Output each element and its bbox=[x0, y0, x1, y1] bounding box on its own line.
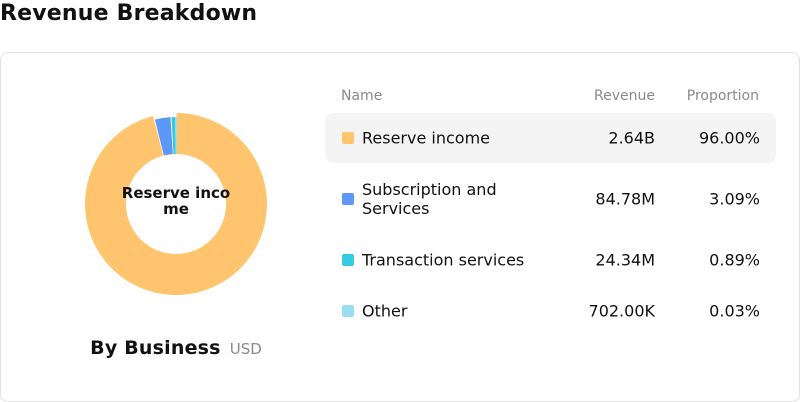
table-row[interactable]: Other 702.00K 0.03% bbox=[325, 286, 776, 336]
breakdown-dimension-label: By Business bbox=[90, 337, 221, 359]
page-title: Revenue Breakdown bbox=[0, 1, 258, 26]
table-row[interactable]: Reserve income 2.64B 96.00% bbox=[325, 113, 776, 163]
donut-slice[interactable] bbox=[175, 117, 177, 155]
donut-slice[interactable] bbox=[154, 117, 173, 156]
chart-footer: By Business USD bbox=[1, 337, 351, 359]
row-revenue: 24.34M bbox=[595, 250, 655, 270]
revenue-card: Reserve income By Business USD Name Reve… bbox=[0, 52, 800, 402]
row-revenue: 84.78M bbox=[595, 189, 655, 209]
row-proportion: 0.03% bbox=[709, 301, 760, 321]
donut-chart: Reserve income bbox=[85, 113, 267, 295]
table-header: Name Revenue Proportion bbox=[341, 88, 761, 108]
table-row[interactable]: Subscription and Services 84.78M 3.09% bbox=[325, 174, 776, 224]
donut-svg bbox=[85, 113, 267, 295]
table-row[interactable]: Transaction services 24.34M 0.89% bbox=[325, 235, 776, 285]
row-name: Transaction services bbox=[362, 250, 525, 270]
donut-center-label: Reserve income bbox=[121, 184, 231, 218]
row-name: Subscription and Services bbox=[362, 180, 497, 218]
header-proportion: Proportion bbox=[686, 88, 759, 104]
legend-swatch bbox=[342, 132, 354, 144]
legend-swatch bbox=[342, 254, 354, 266]
row-proportion: 0.89% bbox=[709, 250, 760, 270]
legend-swatch bbox=[342, 305, 354, 317]
row-name: Reserve income bbox=[362, 128, 490, 148]
header-revenue: Revenue bbox=[594, 88, 655, 104]
currency-unit: USD bbox=[229, 340, 262, 358]
donut-slice[interactable] bbox=[171, 117, 176, 155]
header-name: Name bbox=[341, 88, 383, 104]
donut-slice[interactable] bbox=[85, 113, 267, 295]
row-name: Other bbox=[362, 301, 408, 321]
row-revenue: 702.00K bbox=[588, 301, 655, 321]
row-proportion: 3.09% bbox=[709, 189, 760, 209]
row-revenue: 2.64B bbox=[608, 128, 655, 148]
row-proportion: 96.00% bbox=[698, 128, 760, 148]
legend-swatch bbox=[342, 193, 354, 205]
